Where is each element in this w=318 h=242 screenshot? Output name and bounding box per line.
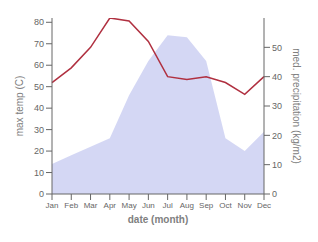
svg-text:Jan: Jan [46,201,59,210]
svg-text:Jun: Jun [142,201,155,210]
svg-text:Dec: Dec [257,201,271,210]
svg-text:med. precipitation (kg/m2): med. precipitation (kg/m2) [291,48,302,164]
svg-text:Feb: Feb [64,201,78,210]
svg-text:70: 70 [34,39,44,49]
svg-text:Nov: Nov [238,201,252,210]
svg-text:20: 20 [272,131,282,141]
svg-text:Jul: Jul [163,201,173,210]
svg-text:80: 80 [34,17,44,27]
svg-text:May: May [122,201,137,210]
svg-text:30: 30 [34,125,44,135]
svg-text:50: 50 [272,43,282,53]
svg-text:max temp (C): max temp (C) [14,76,25,137]
svg-text:Apr: Apr [104,201,117,210]
svg-text:40: 40 [272,72,282,82]
svg-text:10: 10 [34,168,44,178]
svg-text:Sep: Sep [199,201,214,210]
svg-text:date (month): date (month) [128,214,189,225]
svg-text:Oct: Oct [219,201,232,210]
svg-text:10: 10 [272,160,282,170]
svg-text:20: 20 [34,146,44,156]
svg-text:50: 50 [34,82,44,92]
svg-text:40: 40 [34,103,44,113]
svg-text:Aug: Aug [180,201,194,210]
svg-text:Mar: Mar [84,201,98,210]
svg-text:60: 60 [34,60,44,70]
svg-text:0: 0 [272,189,277,199]
svg-text:30: 30 [272,101,282,111]
svg-text:0: 0 [39,189,44,199]
